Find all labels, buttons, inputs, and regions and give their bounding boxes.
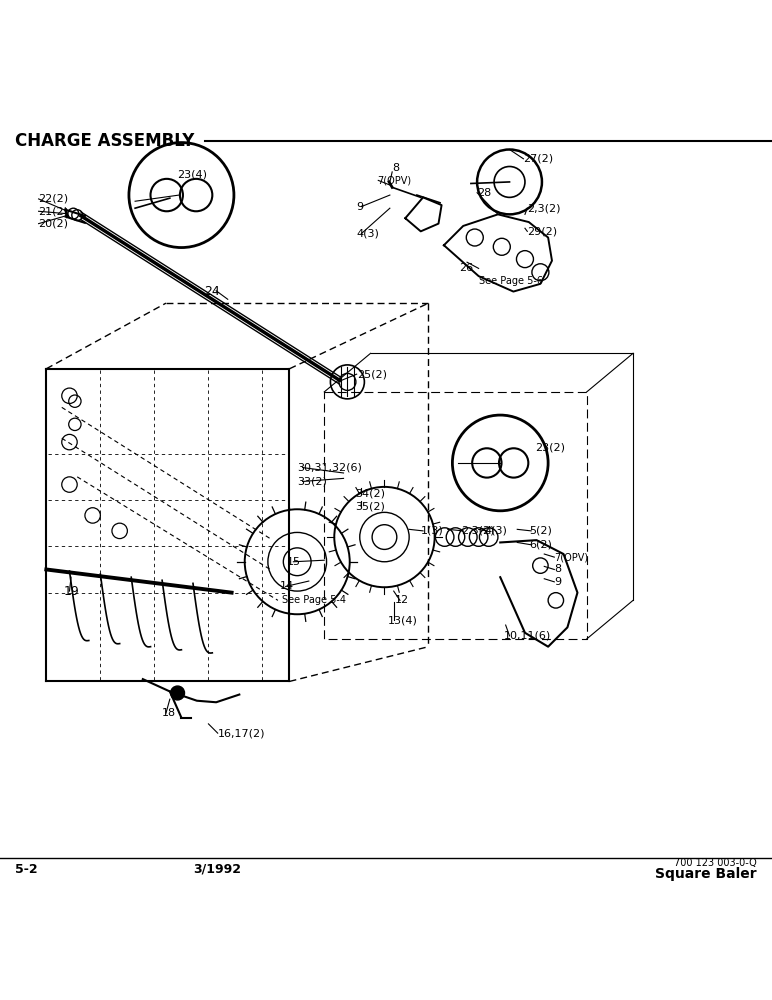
- Text: 9: 9: [554, 577, 561, 587]
- Text: 7(OPV): 7(OPV): [554, 552, 588, 562]
- Text: 35(2): 35(2): [355, 502, 385, 512]
- Text: 8: 8: [554, 564, 561, 574]
- Text: 29(2): 29(2): [527, 226, 557, 236]
- Text: 24: 24: [205, 285, 220, 298]
- Text: 13(4): 13(4): [388, 615, 418, 625]
- Text: 10,11(6): 10,11(6): [504, 631, 551, 641]
- Text: Square Baler: Square Baler: [655, 867, 757, 881]
- Text: See Page 5-6: See Page 5-6: [479, 276, 543, 286]
- Text: 5(2): 5(2): [529, 526, 552, 536]
- Text: 25(2): 25(2): [357, 369, 387, 379]
- Text: 12: 12: [395, 595, 409, 605]
- Text: 8: 8: [392, 163, 399, 173]
- Text: 26: 26: [459, 263, 473, 273]
- Text: 6(2): 6(2): [529, 540, 552, 550]
- Text: 2,3(2): 2,3(2): [527, 203, 560, 213]
- Text: 14: 14: [279, 581, 293, 591]
- Text: 19: 19: [63, 585, 79, 598]
- Text: 34(2): 34(2): [355, 489, 385, 499]
- Text: 23(4): 23(4): [178, 169, 208, 179]
- Text: 3/1992: 3/1992: [193, 863, 241, 876]
- Text: 18: 18: [162, 708, 176, 718]
- Text: 23(2): 23(2): [535, 443, 565, 453]
- Text: 22(2): 22(2): [39, 194, 69, 204]
- Text: 1(3): 1(3): [421, 526, 443, 536]
- Text: 2,3(2): 2,3(2): [461, 526, 494, 536]
- Text: 15: 15: [287, 557, 301, 567]
- Text: 5-2: 5-2: [15, 863, 38, 876]
- Text: 4(3): 4(3): [357, 229, 380, 239]
- Text: 28: 28: [477, 188, 491, 198]
- Text: 30,31,32(6): 30,31,32(6): [297, 463, 362, 473]
- Text: 7(OPV): 7(OPV): [377, 175, 411, 185]
- Text: 27(2): 27(2): [523, 154, 554, 164]
- Text: 16,17(2): 16,17(2): [218, 728, 266, 738]
- Text: See Page 5-4: See Page 5-4: [282, 595, 346, 605]
- Text: 33(2): 33(2): [297, 476, 327, 486]
- Text: 700 123 003-0-Q: 700 123 003-0-Q: [674, 858, 757, 868]
- Text: 20(2): 20(2): [39, 219, 69, 229]
- Text: 21(2): 21(2): [39, 206, 69, 216]
- Circle shape: [171, 686, 185, 700]
- Text: 9: 9: [357, 202, 364, 212]
- Text: 4(3): 4(3): [485, 526, 508, 536]
- Text: CHARGE ASSEMBLY: CHARGE ASSEMBLY: [15, 132, 195, 150]
